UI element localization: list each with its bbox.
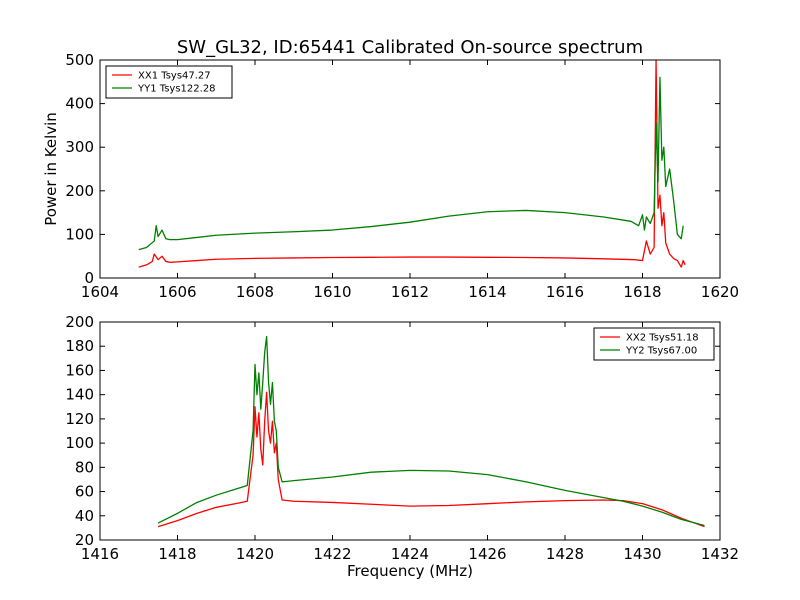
legend-entry-xx1: XX1 Tsys47.27 bbox=[138, 71, 211, 82]
x-tick-label: 1610 bbox=[313, 283, 351, 301]
y-tick-label: 140 bbox=[65, 386, 94, 404]
x-tick-label: 1422 bbox=[313, 545, 351, 563]
x-tick-label: 1416 bbox=[81, 545, 119, 563]
y-tick-label: 100 bbox=[65, 434, 94, 452]
x-tick-label: 1430 bbox=[623, 545, 661, 563]
y-tick-label: 120 bbox=[65, 410, 94, 428]
series-line-yy1 bbox=[138, 76, 684, 251]
series-line-xx1 bbox=[138, 60, 686, 268]
y-tick-label: 500 bbox=[65, 51, 94, 69]
x-tick-label: 1428 bbox=[546, 545, 584, 563]
x-tick-label: 1604 bbox=[81, 283, 119, 301]
x-tick-label: 1612 bbox=[391, 283, 429, 301]
legend-entry-yy2: YY2 Tsys67.00 bbox=[625, 346, 697, 357]
bottom-plot: 1416 1418 1420 1422 1424 1426 1428 1430 1432 20 40… bbox=[65, 313, 739, 580]
x-tick-label: 1618 bbox=[623, 283, 661, 301]
y-tick-label: 400 bbox=[65, 95, 94, 113]
y-tick-label: 40 bbox=[75, 507, 94, 525]
x-tick-label: 1426 bbox=[468, 545, 506, 563]
x-tick-label: 1620 bbox=[701, 283, 739, 301]
series-line-xx2 bbox=[157, 391, 705, 528]
y-tick-label: 60 bbox=[75, 483, 94, 501]
chart-title: SW_GL32, ID:65441 Calibrated On-source s… bbox=[177, 37, 643, 58]
x-tick-label: 1420 bbox=[236, 545, 274, 563]
x-tick-label: 1606 bbox=[158, 283, 196, 301]
y-tick-label: 160 bbox=[65, 361, 94, 379]
x-tick-label: 1418 bbox=[158, 545, 196, 563]
x-axis-label: Frequency (MHz) bbox=[347, 562, 473, 580]
y-tick-label: 200 bbox=[65, 182, 94, 200]
series-line-yy2 bbox=[157, 335, 705, 527]
y-tick-label: 180 bbox=[65, 337, 94, 355]
series-group bbox=[138, 60, 686, 268]
x-tick-label: 1608 bbox=[236, 283, 274, 301]
legend: XX1 Tsys47.27 YY1 Tsys122.28 bbox=[105, 65, 233, 99]
legend-box bbox=[105, 65, 233, 99]
x-tick-label: 1616 bbox=[546, 283, 584, 301]
y-tick-label: 20 bbox=[75, 531, 94, 549]
legend: XX2 Tsys51.18 YY2 Tsys67.00 bbox=[593, 327, 715, 361]
y-tick-label: 0 bbox=[84, 269, 94, 287]
y-tick-label: 200 bbox=[65, 313, 94, 331]
x-tick-label: 1614 bbox=[468, 283, 506, 301]
x-tick-label: 1424 bbox=[391, 545, 429, 563]
y-tick-label: 300 bbox=[65, 138, 94, 156]
series-group bbox=[157, 335, 705, 528]
y-axis-label: Power in Kelvin bbox=[42, 112, 60, 226]
top-plot: 1604 1606 1608 1610 1612 1614 1616 1618 1620 0 100… bbox=[42, 51, 739, 301]
legend-entry-xx2: XX2 Tsys51.18 bbox=[626, 333, 699, 344]
y-tick-label: 100 bbox=[65, 225, 94, 243]
x-tick-label: 1432 bbox=[701, 545, 739, 563]
y-tick-label: 80 bbox=[75, 458, 94, 476]
legend-box bbox=[593, 327, 715, 361]
legend-entry-yy1: YY1 Tsys122.28 bbox=[137, 84, 216, 95]
